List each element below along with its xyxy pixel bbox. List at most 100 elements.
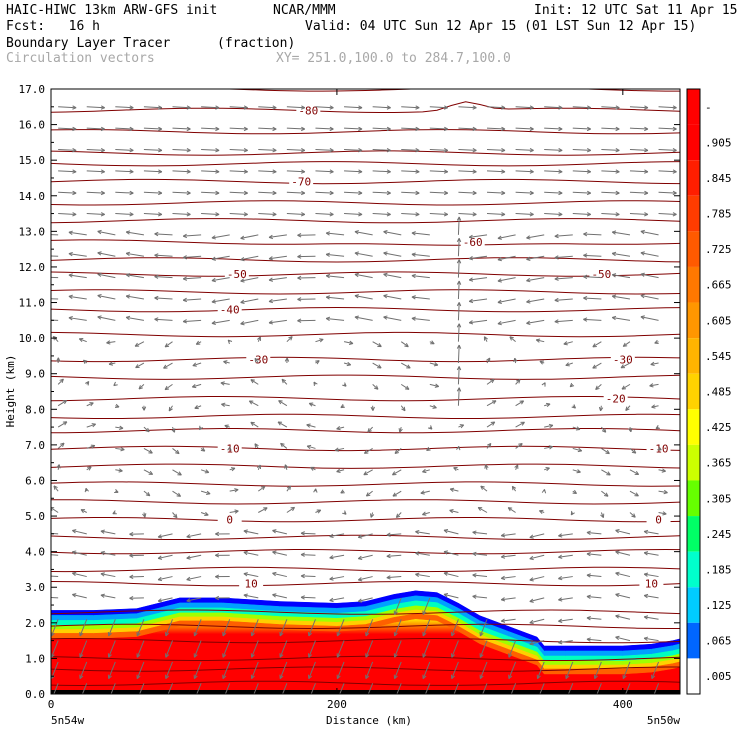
circulation-vector <box>224 424 230 429</box>
circulation-vector <box>411 295 430 300</box>
circulation-vector <box>354 230 373 236</box>
vectors-label: Circulation vectors <box>6 51 155 66</box>
contour-label-bg <box>610 353 635 366</box>
field-units: (fraction) <box>217 36 296 51</box>
circulation-vector <box>215 595 230 601</box>
circulation-vector <box>468 277 488 282</box>
circulation-vector <box>354 294 373 300</box>
tracer-gradient-band <box>672 643 680 651</box>
circulation-vector <box>201 105 220 110</box>
circulation-vector <box>628 426 633 433</box>
circulation-vector <box>429 340 435 345</box>
colorbar-segment <box>687 516 700 552</box>
circulation-vector <box>472 573 488 578</box>
y-tick-label: 1.0 <box>25 652 45 665</box>
circulation-vector <box>629 105 649 110</box>
contour-label: 10 <box>645 578 658 591</box>
circulation-vector <box>344 148 363 153</box>
circulation-vector <box>58 105 77 110</box>
circulation-vector <box>344 169 363 174</box>
circulation-vector <box>386 532 402 537</box>
circulation-vector <box>143 448 153 454</box>
y-tick-label: 9.0 <box>25 368 45 381</box>
circulation-vector <box>615 593 631 599</box>
circulation-vector <box>297 254 316 259</box>
temperature-contour <box>51 445 680 452</box>
circulation-vector <box>601 148 620 153</box>
circulation-vector <box>601 469 611 476</box>
circulation-vector <box>640 229 659 236</box>
circulation-vector <box>558 575 573 581</box>
x-axis-label: Distance (km) <box>326 714 412 727</box>
circulation-vector <box>393 640 402 658</box>
circulation-vector <box>572 105 592 110</box>
circulation-vector <box>529 576 545 582</box>
circulation-vector <box>86 212 105 217</box>
contour-label: -40 <box>220 304 240 317</box>
circulation-vector <box>344 212 363 217</box>
y-tick-label: 15.0 <box>19 154 46 167</box>
circulation-vector <box>86 126 105 132</box>
circulation-vector <box>544 212 563 217</box>
circulation-vector <box>229 148 248 153</box>
circulation-vector <box>427 425 433 430</box>
tracer-gradient-band <box>672 648 680 656</box>
circulation-vector <box>601 105 620 110</box>
circulation-vector <box>539 509 545 514</box>
circulation-vector <box>182 319 202 324</box>
circulation-vector <box>280 442 288 449</box>
circulation-vector <box>163 362 173 369</box>
circulation-vector <box>486 169 506 174</box>
circulation-vector <box>472 530 488 535</box>
circulation-vector <box>182 297 202 303</box>
circulation-vector <box>143 190 163 196</box>
circulation-vector <box>586 594 602 600</box>
circulation-vector <box>329 597 345 603</box>
circulation-vector <box>383 230 402 236</box>
circulation-vector <box>529 554 545 561</box>
circulation-vector <box>51 575 59 578</box>
circulation-vector <box>383 272 402 279</box>
circulation-vector <box>586 530 602 535</box>
circulation-vector <box>310 683 316 694</box>
circulation-vector <box>544 105 563 110</box>
circulation-vector <box>554 319 573 324</box>
circulation-vector <box>477 506 488 513</box>
circulation-vector <box>172 512 178 519</box>
circulation-vector <box>315 212 334 217</box>
circulation-vector <box>544 445 553 450</box>
circulation-vector <box>186 597 202 603</box>
circulation-vector <box>191 383 202 389</box>
circulation-vector <box>325 231 345 236</box>
circulation-vector <box>643 572 659 578</box>
circulation-vector <box>315 148 334 153</box>
circulation-vector <box>268 277 287 282</box>
circulation-vector <box>200 511 209 517</box>
circulation-vector <box>329 576 345 581</box>
circulation-vector <box>655 424 660 430</box>
circulation-vector <box>515 148 534 153</box>
circulation-vector <box>611 273 631 279</box>
circulation-vector <box>392 490 402 497</box>
temperature-contour <box>51 271 680 277</box>
circulation-vector <box>72 550 87 556</box>
circulation-vector <box>129 574 144 580</box>
circulation-vector <box>429 383 440 388</box>
circulation-vector <box>329 533 345 539</box>
y-tick-label: 14.0 <box>19 190 46 203</box>
circulation-vector <box>186 576 202 582</box>
circulation-vector <box>86 105 105 110</box>
circulation-vector <box>401 190 420 196</box>
circulation-vector <box>329 554 345 560</box>
circulation-vector <box>229 169 248 174</box>
circulation-vector <box>500 575 516 581</box>
y-tick-label: 8.0 <box>25 403 45 416</box>
circulation-vector <box>429 148 449 153</box>
circulation-vector <box>620 362 631 369</box>
circulation-vector <box>310 466 316 471</box>
circulation-vector <box>367 683 374 694</box>
temperature-contour <box>51 150 680 156</box>
circulation-vector <box>400 362 411 369</box>
circulation-vector <box>281 378 288 385</box>
circulation-vector <box>486 400 497 407</box>
